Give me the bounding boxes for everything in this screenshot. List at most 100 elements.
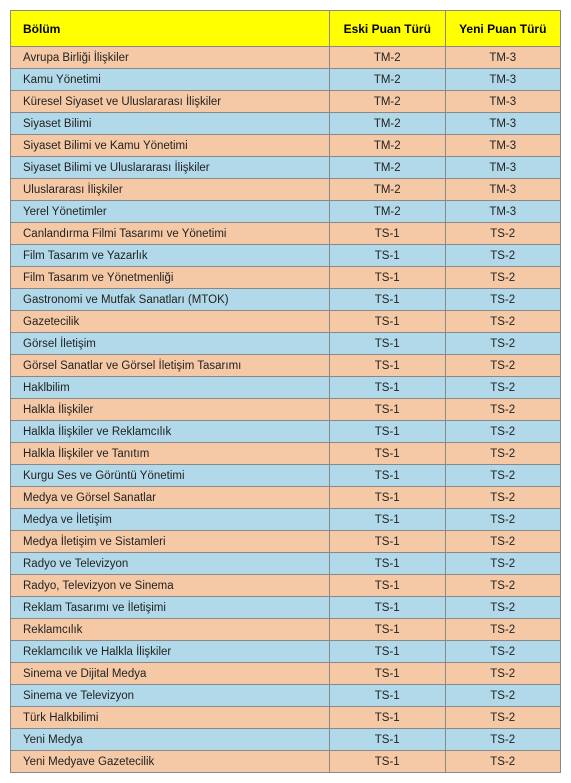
cell-bolum: Türk Halkbilimi xyxy=(11,707,330,729)
cell-eski: TS-1 xyxy=(330,685,446,707)
cell-yeni: TM-3 xyxy=(445,47,561,69)
cell-yeni: TS-2 xyxy=(445,355,561,377)
table-row: Sinema ve Dijital MedyaTS-1TS-2 xyxy=(11,663,561,685)
table-row: Halkla İlişkiler ve TanıtımTS-1TS-2 xyxy=(11,443,561,465)
cell-bolum: Yeni Medyave Gazetecilik xyxy=(11,751,330,773)
table-row: Avrupa Birliği İlişkilerTM-2TM-3 xyxy=(11,47,561,69)
table-row: Sinema ve TelevizyonTS-1TS-2 xyxy=(11,685,561,707)
cell-bolum: Görsel İletişim xyxy=(11,333,330,355)
cell-eski: TS-1 xyxy=(330,553,446,575)
table-row: Siyaset Bilimi ve Uluslararası İlişkiler… xyxy=(11,157,561,179)
table-row: Kurgu Ses ve Görüntü YönetimiTS-1TS-2 xyxy=(11,465,561,487)
cell-yeni: TS-2 xyxy=(445,421,561,443)
cell-yeni: TS-2 xyxy=(445,487,561,509)
cell-eski: TS-1 xyxy=(330,377,446,399)
cell-eski: TS-1 xyxy=(330,509,446,531)
cell-yeni: TS-2 xyxy=(445,289,561,311)
table-row: Radyo, Televizyon ve SinemaTS-1TS-2 xyxy=(11,575,561,597)
cell-yeni: TS-2 xyxy=(445,245,561,267)
cell-eski: TS-1 xyxy=(330,531,446,553)
cell-eski: TS-1 xyxy=(330,575,446,597)
cell-bolum: Sinema ve Dijital Medya xyxy=(11,663,330,685)
cell-yeni: TM-3 xyxy=(445,113,561,135)
cell-bolum: Uluslararası İlişkiler xyxy=(11,179,330,201)
cell-yeni: TS-2 xyxy=(445,663,561,685)
cell-yeni: TS-2 xyxy=(445,333,561,355)
cell-yeni: TM-3 xyxy=(445,179,561,201)
cell-yeni: TS-2 xyxy=(445,377,561,399)
cell-eski: TS-1 xyxy=(330,663,446,685)
cell-eski: TS-1 xyxy=(330,245,446,267)
table-row: Görsel İletişimTS-1TS-2 xyxy=(11,333,561,355)
cell-bolum: Radyo, Televizyon ve Sinema xyxy=(11,575,330,597)
cell-eski: TM-2 xyxy=(330,113,446,135)
cell-eski: TS-1 xyxy=(330,597,446,619)
cell-yeni: TM-3 xyxy=(445,69,561,91)
table-row: Medya ve Görsel SanatlarTS-1TS-2 xyxy=(11,487,561,509)
cell-bolum: Halkla İlişkiler ve Tanıtım xyxy=(11,443,330,465)
cell-eski: TS-1 xyxy=(330,641,446,663)
table-row: Halkla İlişkiler ve ReklamcılıkTS-1TS-2 xyxy=(11,421,561,443)
cell-eski: TS-1 xyxy=(330,729,446,751)
cell-bolum: Kamu Yönetimi xyxy=(11,69,330,91)
cell-bolum: Kurgu Ses ve Görüntü Yönetimi xyxy=(11,465,330,487)
cell-yeni: TS-2 xyxy=(445,399,561,421)
cell-bolum: Film Tasarım ve Yönetmenliği xyxy=(11,267,330,289)
cell-eski: TS-1 xyxy=(330,465,446,487)
cell-eski: TS-1 xyxy=(330,267,446,289)
cell-yeni: TM-3 xyxy=(445,157,561,179)
cell-yeni: TM-3 xyxy=(445,135,561,157)
cell-yeni: TS-2 xyxy=(445,729,561,751)
cell-eski: TS-1 xyxy=(330,421,446,443)
cell-bolum: Halkla İlişkiler xyxy=(11,399,330,421)
cell-yeni: TS-2 xyxy=(445,531,561,553)
cell-bolum: Reklam Tasarımı ve İletişimi xyxy=(11,597,330,619)
cell-bolum: Haklbilim xyxy=(11,377,330,399)
cell-bolum: Avrupa Birliği İlişkiler xyxy=(11,47,330,69)
cell-bolum: Medya ve Görsel Sanatlar xyxy=(11,487,330,509)
cell-eski: TM-2 xyxy=(330,69,446,91)
table-row: Yeni Medyave GazetecilikTS-1TS-2 xyxy=(11,751,561,773)
cell-bolum: Reklamcılık ve Halkla İlişkiler xyxy=(11,641,330,663)
cell-eski: TS-1 xyxy=(330,443,446,465)
cell-bolum: Gastronomi ve Mutfak Sanatları (MTOK) xyxy=(11,289,330,311)
cell-bolum: Gazetecilik xyxy=(11,311,330,333)
cell-yeni: TS-2 xyxy=(445,641,561,663)
table-row: Film Tasarım ve YazarlıkTS-1TS-2 xyxy=(11,245,561,267)
table-row: Siyaset BilimiTM-2TM-3 xyxy=(11,113,561,135)
cell-yeni: TM-3 xyxy=(445,91,561,113)
cell-eski: TM-2 xyxy=(330,157,446,179)
cell-yeni: TM-3 xyxy=(445,201,561,223)
table-row: Uluslararası İlişkilerTM-2TM-3 xyxy=(11,179,561,201)
cell-yeni: TS-2 xyxy=(445,707,561,729)
cell-bolum: Sinema ve Televizyon xyxy=(11,685,330,707)
table-row: HaklbilimTS-1TS-2 xyxy=(11,377,561,399)
cell-yeni: TS-2 xyxy=(445,443,561,465)
cell-eski: TM-2 xyxy=(330,179,446,201)
cell-yeni: TS-2 xyxy=(445,685,561,707)
table-row: Medya ve İletişimTS-1TS-2 xyxy=(11,509,561,531)
score-type-table: Bölüm Eski Puan Türü Yeni Puan Türü Avru… xyxy=(10,10,561,773)
table-row: Gastronomi ve Mutfak Sanatları (MTOK)TS-… xyxy=(11,289,561,311)
cell-eski: TS-1 xyxy=(330,223,446,245)
cell-yeni: TS-2 xyxy=(445,597,561,619)
table-row: Yeni MedyaTS-1TS-2 xyxy=(11,729,561,751)
cell-eski: TS-1 xyxy=(330,355,446,377)
header-bolum: Bölüm xyxy=(11,11,330,47)
table-row: Görsel Sanatlar ve Görsel İletişim Tasar… xyxy=(11,355,561,377)
table-row: Reklam Tasarımı ve İletişimiTS-1TS-2 xyxy=(11,597,561,619)
cell-bolum: Medya ve İletişim xyxy=(11,509,330,531)
cell-bolum: Siyaset Bilimi ve Kamu Yönetimi xyxy=(11,135,330,157)
table-row: ReklamcılıkTS-1TS-2 xyxy=(11,619,561,641)
cell-eski: TS-1 xyxy=(330,333,446,355)
cell-bolum: Radyo ve Televizyon xyxy=(11,553,330,575)
table-row: Siyaset Bilimi ve Kamu YönetimiTM-2TM-3 xyxy=(11,135,561,157)
table-row: Halkla İlişkilerTS-1TS-2 xyxy=(11,399,561,421)
cell-eski: TS-1 xyxy=(330,399,446,421)
table-row: Kamu YönetimiTM-2TM-3 xyxy=(11,69,561,91)
cell-eski: TS-1 xyxy=(330,487,446,509)
table-row: Yerel YönetimlerTM-2TM-3 xyxy=(11,201,561,223)
cell-eski: TS-1 xyxy=(330,289,446,311)
cell-eski: TS-1 xyxy=(330,311,446,333)
cell-yeni: TS-2 xyxy=(445,223,561,245)
